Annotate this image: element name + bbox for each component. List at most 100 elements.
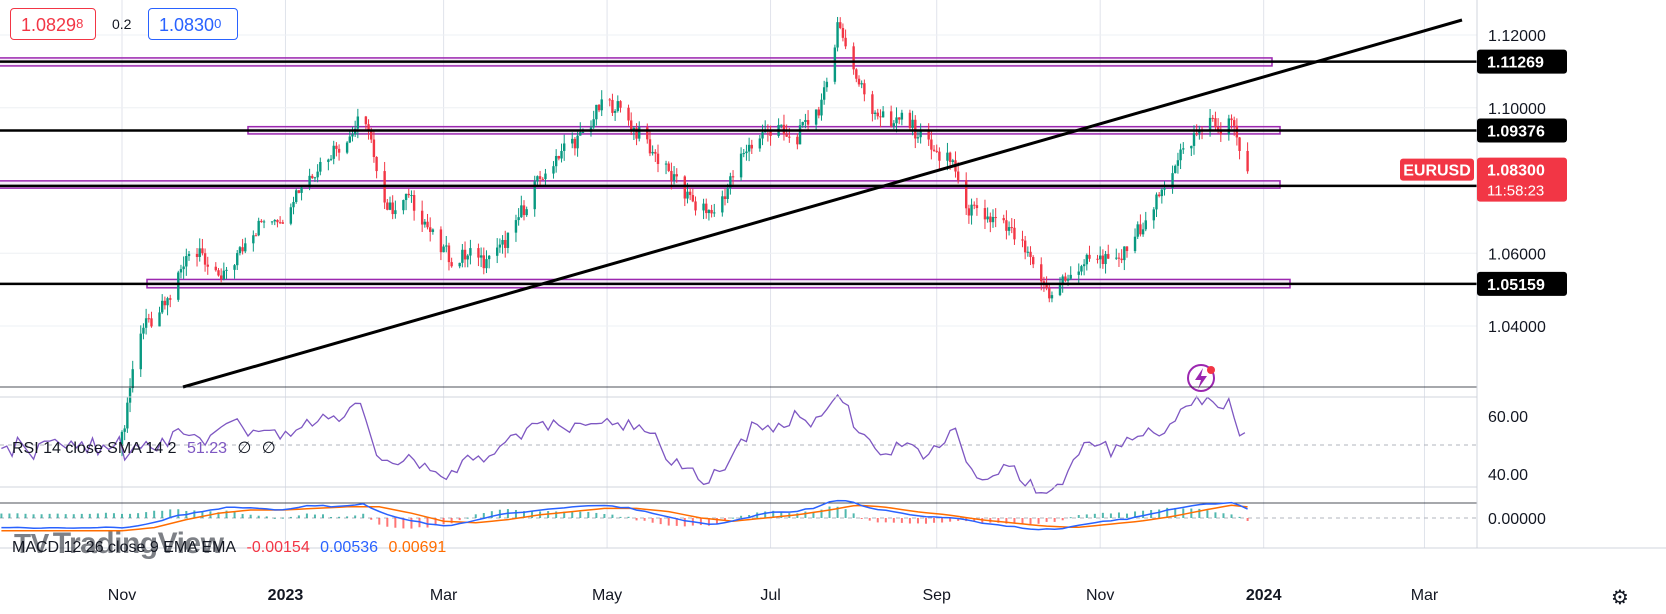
candle-body — [1238, 137, 1241, 151]
candle-body — [563, 143, 566, 151]
candle-body — [973, 204, 976, 206]
macd-hist-bar — [667, 518, 670, 526]
candle-body — [498, 244, 502, 248]
candle-body — [217, 270, 220, 276]
time-tick-label: May — [592, 587, 622, 604]
candle-body — [1227, 118, 1231, 135]
candle-body — [241, 247, 244, 252]
candle-body — [388, 202, 392, 210]
candle-body — [1246, 150, 1249, 172]
candle-body — [372, 139, 376, 157]
macd-hist-bar — [474, 514, 477, 518]
candle-body — [1171, 173, 1174, 188]
candle-body — [262, 221, 266, 223]
candle-body — [126, 402, 129, 429]
macd-hist-bar — [1134, 511, 1137, 518]
macd-hist-bar — [458, 518, 461, 521]
candle-body — [214, 266, 217, 271]
candle-body — [506, 232, 510, 248]
candle-body — [889, 111, 893, 127]
candle-body — [466, 255, 469, 260]
candle-body — [1104, 254, 1107, 265]
candle-body — [1082, 264, 1086, 267]
symbol-label-text: EURUSD — [1403, 163, 1471, 180]
macd-hist-bar — [1053, 518, 1056, 522]
candle-body — [608, 99, 611, 101]
candle-body — [989, 216, 992, 223]
candle-body — [707, 209, 711, 214]
macd-hist-bar — [651, 518, 654, 523]
candle-body — [1085, 254, 1088, 265]
candle-body — [646, 127, 649, 140]
macd-hist-bar — [1222, 513, 1225, 518]
level-price-label-4: 1.05159 — [1477, 271, 1567, 296]
candle-body — [139, 333, 142, 370]
candle-body — [297, 190, 301, 193]
countdown-text: 11:58:23 — [1487, 183, 1544, 200]
macd-hist-bar — [161, 510, 164, 518]
macd-hist-value: -0.00154 — [246, 539, 310, 556]
candle-body — [295, 190, 298, 202]
candle-body — [892, 123, 896, 127]
candle-body — [463, 249, 467, 260]
candle-body — [289, 207, 293, 224]
rsi-legend[interactable]: RSI 14 close SMA 14 2 51.23 ∅ ∅ — [12, 438, 282, 458]
time-tick-label: Sep — [922, 587, 951, 604]
price-tick-label: 1.12000 — [1488, 28, 1546, 45]
candle-body — [292, 201, 295, 208]
macd-hist-bar — [24, 513, 27, 518]
macd-hist-bar — [418, 518, 421, 528]
candle-body — [731, 176, 735, 178]
macd-hist-bar — [619, 516, 622, 518]
candle-body — [1099, 255, 1102, 260]
settings-icon[interactable]: ⚙ — [1611, 587, 1629, 609]
candle-body — [627, 107, 630, 121]
bid-price-box[interactable]: 1.08298 — [10, 8, 96, 40]
macd-hist-bar — [177, 509, 180, 518]
candle-body — [1155, 194, 1158, 210]
candle-body — [554, 155, 558, 167]
macd-hist-bar — [587, 511, 590, 518]
candle-body — [278, 222, 282, 224]
macd-hist-bar — [137, 513, 140, 518]
macd-value: 0.00536 — [320, 539, 379, 556]
alert-bolt — [1195, 368, 1207, 389]
candle-body — [412, 195, 416, 211]
candle-body — [822, 87, 826, 100]
symbol-label: EURUSD — [1400, 158, 1474, 181]
candle-body — [120, 431, 124, 447]
candle-body — [667, 163, 670, 171]
candle-body — [651, 151, 654, 154]
candle-body — [496, 247, 499, 256]
candle-body — [316, 171, 319, 178]
candle-body — [270, 221, 274, 223]
candle-body — [281, 222, 284, 224]
candle-body — [1117, 257, 1121, 259]
candle-body — [935, 150, 938, 152]
candle-body — [769, 131, 772, 136]
rsi-extra-1: ∅ — [237, 440, 252, 457]
macd-hist-bar — [426, 518, 429, 528]
candle-body — [611, 99, 614, 113]
candle-body — [332, 145, 335, 159]
price-labels: 1.112691.093761.078521.05159EURUSD1.0830… — [1400, 49, 1567, 296]
candle-body — [780, 124, 783, 126]
macd-hist-bar — [764, 511, 767, 518]
candle-body — [814, 109, 818, 125]
candle-body — [713, 212, 716, 214]
candle-body — [798, 125, 802, 145]
candle-body — [222, 270, 226, 280]
candle-body — [514, 220, 518, 233]
macd-hist-bar — [145, 512, 148, 518]
macd-hist-bar — [297, 515, 300, 518]
candle-body — [1058, 284, 1062, 296]
candle-body — [351, 134, 354, 137]
macd-hist-bar — [153, 510, 156, 518]
candle-body — [367, 124, 370, 131]
macd-hist-bar — [884, 518, 887, 523]
macd-hist-bar — [1174, 507, 1177, 518]
candle-body — [1179, 149, 1182, 161]
ask-price-box[interactable]: 1.08300 — [148, 8, 238, 40]
macd-legend[interactable]: MACD 12 26 close 9 EMA EMA -0.00154 0.00… — [12, 539, 452, 557]
